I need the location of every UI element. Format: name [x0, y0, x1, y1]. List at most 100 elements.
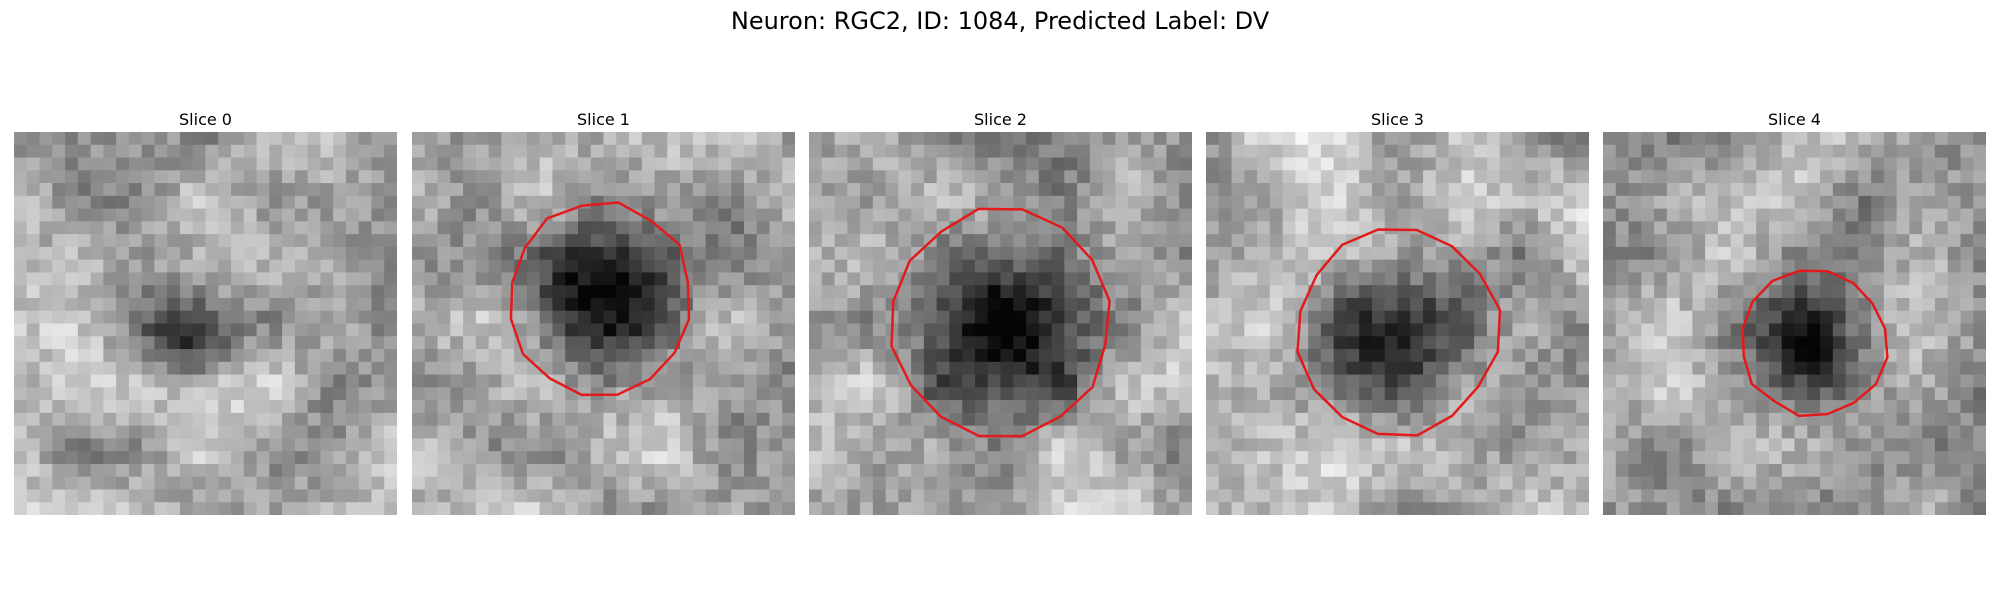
- pixel-cell: [1423, 310, 1437, 325]
- pixel-cell: [320, 285, 334, 299]
- pixel-cell: [1756, 361, 1770, 376]
- pixel-cell: [1525, 272, 1539, 286]
- pixel-cell: [269, 323, 283, 337]
- pixel-cell: [923, 208, 938, 222]
- pixel-cell: [577, 400, 592, 414]
- pixel-cell: [345, 323, 360, 337]
- pixel-cell: [1934, 195, 1949, 210]
- pixel-cell: [1641, 463, 1655, 478]
- pixel-cell: [847, 234, 861, 248]
- pixel-cell: [205, 451, 219, 465]
- pixel-cell: [205, 476, 219, 491]
- pixel-cell: [1717, 336, 1732, 350]
- pixel-cell: [307, 285, 321, 299]
- pixel-cell: [128, 336, 143, 350]
- pixel-cell: [116, 323, 130, 337]
- pixel-cell: [475, 297, 490, 312]
- pixel-cell: [14, 285, 28, 299]
- pixel-cell: [128, 285, 143, 299]
- pixel-cell: [1140, 502, 1155, 515]
- pixel-cell: [116, 502, 130, 515]
- pixel-cell: [1153, 476, 1168, 491]
- pixel-cell: [179, 361, 194, 376]
- pixel-cell: [680, 476, 694, 491]
- pixel-cell: [1166, 489, 1180, 503]
- pixel-cell: [1654, 297, 1668, 312]
- pixel-cell: [205, 387, 219, 401]
- pixel-cell: [231, 489, 245, 503]
- pixel-cell: [629, 476, 643, 491]
- pixel-cell: [1102, 451, 1116, 465]
- pixel-cell: [437, 285, 451, 299]
- pixel-cell: [141, 183, 156, 197]
- pixel-cell: [116, 246, 130, 261]
- pixel-cell: [320, 412, 334, 427]
- pixel-cell: [949, 183, 963, 197]
- pixel-cell: [103, 259, 117, 274]
- pixel-cell: [1858, 502, 1872, 515]
- pixel-cell: [1679, 297, 1693, 312]
- pixel-cell: [1883, 195, 1898, 210]
- pixel-cell: [1244, 221, 1258, 235]
- pixel-cell: [1051, 272, 1065, 286]
- pixel-cell: [1153, 170, 1168, 184]
- pixel-cell: [205, 361, 219, 376]
- pixel-cell: [282, 285, 296, 299]
- pixel-cell: [577, 157, 592, 171]
- pixel-cell: [577, 336, 592, 350]
- pixel-cell: [1807, 336, 1821, 350]
- pixel-cell: [1077, 438, 1091, 452]
- pixel-cell: [1768, 195, 1783, 210]
- pixel-cell: [821, 170, 836, 184]
- pixel-cell: [885, 221, 899, 235]
- pixel-cell: [52, 451, 66, 465]
- pixel-cell: [1615, 157, 1630, 171]
- pixel-cell: [52, 387, 66, 401]
- pixel-cell: [1384, 463, 1399, 478]
- pixel-cell: [1486, 374, 1501, 388]
- pixel-cell: [1628, 489, 1642, 503]
- pixel-cell: [1397, 259, 1411, 274]
- pixel-cell: [14, 463, 28, 478]
- pixel-cell: [847, 502, 861, 515]
- pixel-cell: [680, 374, 694, 388]
- pixel-cell: [1308, 234, 1322, 248]
- pixel-cell: [103, 297, 117, 312]
- pixel-cell: [1089, 412, 1104, 427]
- pixel-cell: [911, 234, 925, 248]
- pixel-cell: [680, 208, 694, 222]
- pixel-cell: [1038, 297, 1053, 312]
- pixel-cell: [192, 132, 207, 146]
- pixel-cell: [1000, 144, 1014, 159]
- pixel-cell: [1820, 476, 1834, 491]
- pixel-cell: [526, 502, 541, 515]
- pixel-cell: [1448, 310, 1462, 325]
- pixel-cell: [1282, 170, 1296, 184]
- pixel-cell: [1013, 285, 1027, 299]
- pixel-cell: [1563, 476, 1577, 491]
- pixel-cell: [128, 412, 143, 427]
- pixel-cell: [1628, 323, 1642, 337]
- pixel-cell: [860, 234, 874, 248]
- pixel-cell: [821, 183, 836, 197]
- pixel-cell: [590, 132, 605, 146]
- pixel-cell: [218, 502, 232, 515]
- pixel-cell: [1089, 170, 1104, 184]
- pixel-cell: [1448, 412, 1462, 427]
- pixel-cell: [936, 336, 951, 350]
- pixel-cell: [1333, 400, 1348, 414]
- pixel-cell: [769, 285, 783, 299]
- pixel-cell: [1179, 195, 1192, 210]
- pixel-cell: [1730, 208, 1745, 222]
- pixel-cell: [475, 502, 490, 515]
- pixel-cell: [154, 272, 168, 286]
- pixel-cell: [1140, 400, 1155, 414]
- pixel-cell: [1947, 489, 1962, 503]
- pixel-cell: [1858, 183, 1872, 197]
- pixel-cell: [1858, 259, 1872, 274]
- pixel-cell: [1947, 451, 1962, 465]
- pixel-cell: [256, 476, 270, 491]
- pixel-cell: [1960, 361, 1974, 376]
- pixel-cell: [463, 463, 477, 478]
- pixel-cell: [1486, 451, 1501, 465]
